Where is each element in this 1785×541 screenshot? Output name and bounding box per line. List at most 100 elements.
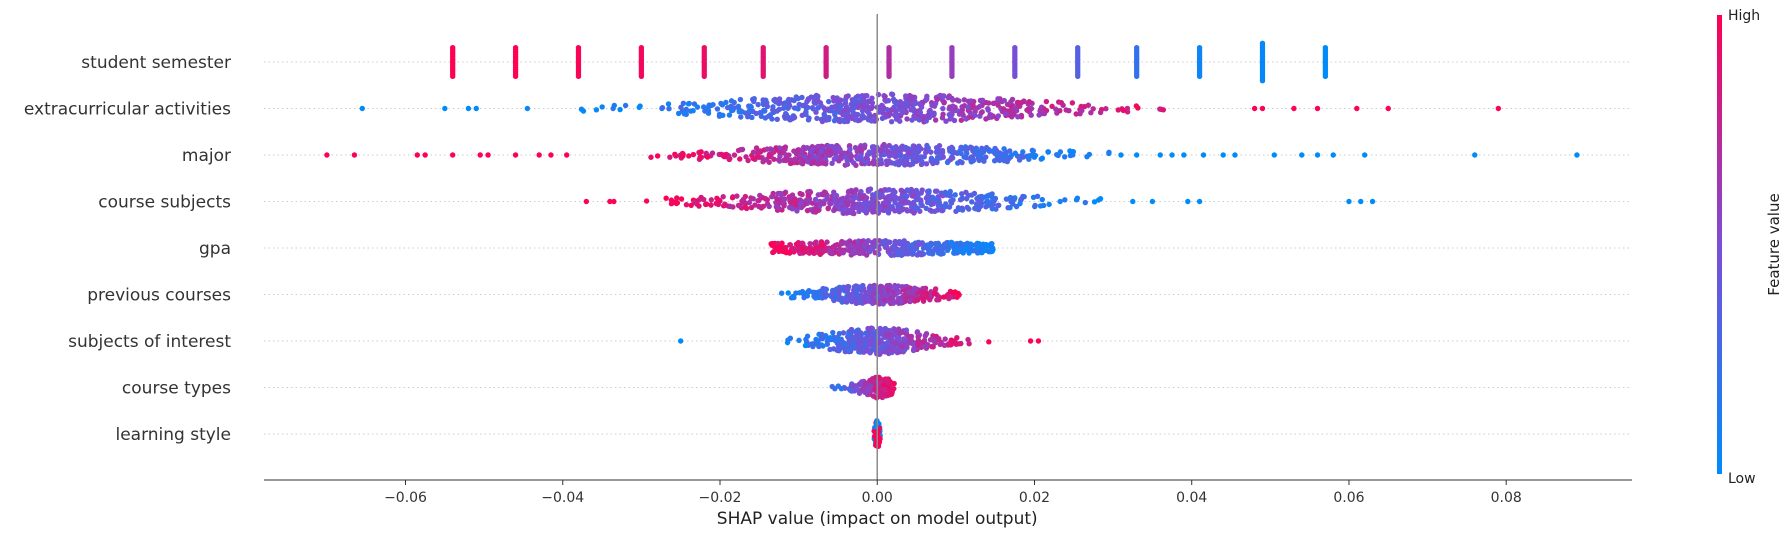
- shap-point: [870, 239, 876, 246]
- shap-point: [877, 375, 883, 382]
- shap-point: [764, 197, 770, 203]
- shap-point: [931, 103, 938, 109]
- shap-point: [931, 247, 938, 253]
- shap-point: [745, 157, 751, 164]
- shap-point: [1118, 152, 1124, 158]
- shap-point: [758, 113, 765, 120]
- shap-point: [610, 105, 616, 112]
- shap-point: [965, 336, 971, 343]
- shap-point: [961, 97, 968, 103]
- shap-point: [786, 152, 792, 158]
- shap-point: [931, 196, 938, 202]
- shap-point: [776, 96, 783, 102]
- shap-point: [914, 329, 921, 335]
- shap-point: [880, 327, 887, 333]
- shap-point: [882, 291, 888, 298]
- shap-point: [674, 195, 680, 201]
- shap-point: [775, 205, 782, 211]
- shap-point: [720, 194, 726, 200]
- shap-point: [854, 155, 860, 161]
- shap-point: [851, 97, 858, 103]
- shap-point: [926, 188, 932, 194]
- shap-point: [855, 295, 861, 301]
- shap-point: [884, 376, 891, 382]
- shap-point: [1090, 106, 1096, 112]
- shap-point: [777, 244, 783, 251]
- shap-point: [780, 199, 786, 205]
- shap-point: [857, 246, 863, 252]
- shap-point: [914, 252, 921, 258]
- shap-point: [844, 156, 851, 162]
- shap-point: [919, 187, 925, 193]
- shap-point: [863, 195, 870, 201]
- shap-point: [884, 107, 891, 113]
- shap-point: [984, 198, 991, 204]
- shap-point: [822, 113, 828, 119]
- shap-point: [983, 204, 989, 210]
- shap-point: [1385, 105, 1391, 112]
- shap-point: [734, 193, 740, 199]
- shap-point: [806, 188, 813, 195]
- shap-point: [947, 104, 953, 110]
- shap-point: [897, 152, 903, 158]
- shap-point: [1017, 200, 1023, 207]
- shap-point: [770, 107, 776, 113]
- shap-point: [785, 290, 791, 296]
- shap-point: [753, 110, 759, 117]
- shap-point: [968, 98, 974, 104]
- shap-point: [697, 154, 703, 160]
- shap-point: [769, 193, 775, 200]
- shap-point: [666, 106, 672, 112]
- shap-point: [805, 159, 811, 165]
- shap-point: [753, 145, 760, 151]
- shap-point: [755, 197, 761, 204]
- shap-point: [791, 114, 798, 121]
- shap-point: [1043, 98, 1050, 105]
- shap-point: [1574, 152, 1580, 158]
- shap-point: [778, 190, 784, 197]
- shap-point: [667, 154, 673, 160]
- shap-point: [934, 297, 940, 303]
- shap-point: [837, 103, 844, 110]
- shap-point: [698, 149, 704, 155]
- shap-point: [449, 73, 456, 80]
- shap-point: [813, 245, 819, 251]
- shap-point: [787, 199, 794, 206]
- feature-label: course types: [122, 379, 231, 399]
- shap-point: [867, 99, 873, 105]
- shap-point: [938, 251, 944, 257]
- shap-point: [977, 203, 984, 209]
- shap-point: [871, 332, 878, 339]
- shap-point: [824, 106, 831, 113]
- shap-point: [781, 245, 787, 252]
- shap-point: [1038, 104, 1045, 110]
- shap-point: [690, 107, 696, 114]
- shap-point: [943, 118, 949, 124]
- shap-point: [1075, 73, 1081, 80]
- feature-points: [324, 141, 1580, 169]
- shap-point: [749, 195, 755, 202]
- shap-point: [832, 111, 838, 118]
- shap-point: [923, 96, 930, 103]
- shap-point: [899, 283, 905, 290]
- shap-point: [948, 342, 954, 348]
- shap-point: [861, 144, 868, 150]
- shap-point: [622, 102, 629, 109]
- shap-point: [806, 115, 812, 121]
- feature-label: learning style: [115, 425, 231, 445]
- shap-point: [1259, 105, 1266, 112]
- shap-point: [793, 151, 800, 157]
- shap-point: [714, 195, 720, 201]
- shap-point: [1133, 103, 1140, 109]
- shap-point: [986, 100, 992, 106]
- shap-point: [1196, 198, 1203, 205]
- shap-point: [1079, 107, 1085, 114]
- shap-point: [935, 202, 941, 209]
- shap-point: [1041, 110, 1048, 117]
- shap-point: [923, 331, 930, 337]
- shap-point: [799, 290, 806, 296]
- shap-point: [739, 146, 746, 153]
- shap-point: [760, 97, 766, 103]
- shap-point: [971, 190, 978, 197]
